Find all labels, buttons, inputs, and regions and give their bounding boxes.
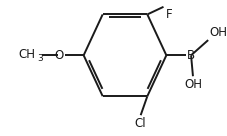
Text: CH: CH: [18, 48, 35, 61]
Text: OH: OH: [183, 78, 201, 91]
Text: Cl: Cl: [134, 117, 146, 130]
Text: O: O: [54, 49, 63, 62]
Text: F: F: [165, 8, 171, 21]
Text: 3: 3: [37, 54, 43, 63]
Text: OH: OH: [208, 26, 226, 39]
Text: B: B: [186, 49, 195, 62]
